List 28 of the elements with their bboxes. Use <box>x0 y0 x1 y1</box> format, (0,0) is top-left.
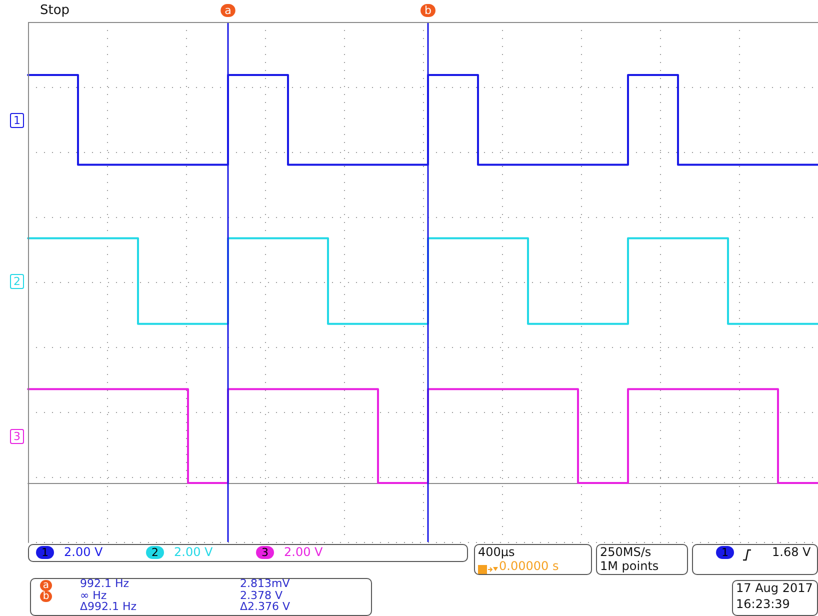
text: 2 <box>10 274 24 290</box>
text: 250MS/s <box>600 545 652 559</box>
text: 2.813mV <box>240 577 290 590</box>
text: a <box>42 580 50 591</box>
text: b <box>42 591 50 602</box>
text: Δ2.376 V <box>240 600 290 613</box>
text: 17 Aug 2017 <box>736 581 813 595</box>
text: 2.00 V <box>174 545 213 559</box>
text: Δ992.1 Hz <box>80 600 137 613</box>
text: 1 <box>722 546 728 559</box>
text: 2.378 V <box>240 588 283 602</box>
text: 3 <box>262 546 268 559</box>
text: 1M points <box>600 559 659 573</box>
text: 1.68 V <box>772 545 811 559</box>
text: b <box>424 4 432 17</box>
text: 992.1 Hz <box>80 577 130 590</box>
text: Stop <box>40 3 70 18</box>
text: 2 <box>152 546 158 559</box>
text: 0.00000 s <box>499 559 559 573</box>
text: a <box>224 4 232 17</box>
text: 16:23:39 <box>736 597 790 611</box>
text: 1 <box>36 546 54 559</box>
text: 2.00 V <box>284 545 323 559</box>
text: 1 <box>10 112 24 128</box>
text: ∞ Hz <box>80 588 107 602</box>
text: 400µs <box>478 545 515 559</box>
text: 3 <box>10 429 24 444</box>
text: 2.00 V <box>64 545 103 559</box>
